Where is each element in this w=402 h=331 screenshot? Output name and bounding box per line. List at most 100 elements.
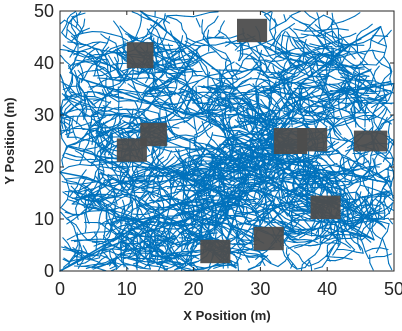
undefined <box>98 250 103 259</box>
undefined <box>279 213 286 219</box>
undefined <box>296 214 306 219</box>
undefined <box>201 210 205 219</box>
undefined <box>273 109 281 118</box>
undefined <box>331 54 337 60</box>
undefined <box>164 261 174 263</box>
undefined <box>332 47 342 52</box>
undefined <box>377 38 383 44</box>
undefined <box>150 146 154 155</box>
undefined <box>214 122 221 129</box>
undefined <box>382 82 385 90</box>
undefined <box>355 78 366 81</box>
undefined <box>263 208 270 215</box>
undefined <box>60 54 66 62</box>
undefined <box>120 211 123 219</box>
undefined <box>345 58 352 64</box>
undefined <box>74 76 78 83</box>
undefined <box>219 119 224 126</box>
undefined <box>153 105 161 110</box>
undefined <box>201 152 208 159</box>
undefined <box>240 106 246 113</box>
undefined <box>379 84 382 94</box>
undefined <box>84 204 92 206</box>
undefined <box>297 73 307 79</box>
undefined <box>263 120 272 126</box>
undefined <box>269 57 276 64</box>
undefined <box>234 94 245 98</box>
undefined <box>272 219 280 226</box>
undefined <box>168 231 171 239</box>
undefined <box>103 86 109 96</box>
undefined <box>192 80 200 88</box>
undefined <box>316 47 326 51</box>
undefined <box>348 15 356 20</box>
undefined <box>137 26 141 34</box>
undefined <box>236 136 244 140</box>
undefined <box>306 223 312 229</box>
undefined <box>182 117 190 119</box>
undefined <box>360 27 368 32</box>
undefined <box>353 42 364 46</box>
undefined <box>330 140 334 147</box>
undefined <box>330 108 342 114</box>
undefined <box>389 78 393 87</box>
undefined <box>298 254 303 262</box>
undefined <box>245 125 249 132</box>
undefined <box>122 48 128 57</box>
undefined <box>83 78 89 84</box>
undefined <box>373 114 375 123</box>
undefined <box>175 79 178 89</box>
undefined <box>324 38 328 48</box>
undefined <box>170 118 184 121</box>
undefined <box>361 194 372 198</box>
undefined <box>208 72 221 77</box>
undefined <box>154 218 162 223</box>
undefined <box>182 171 195 176</box>
undefined <box>139 10 148 16</box>
undefined <box>102 46 110 53</box>
undefined <box>130 238 139 244</box>
undefined <box>229 243 237 251</box>
undefined <box>373 106 382 114</box>
undefined <box>389 152 394 160</box>
undefined <box>350 161 356 169</box>
undefined <box>299 98 311 107</box>
undefined <box>205 125 214 132</box>
undefined <box>141 34 147 40</box>
undefined <box>62 258 70 263</box>
undefined <box>191 198 204 201</box>
undefined <box>246 106 249 114</box>
undefined <box>85 220 87 228</box>
undefined <box>220 88 232 90</box>
undefined <box>326 36 336 45</box>
undefined <box>212 147 220 152</box>
undefined <box>256 89 270 94</box>
undefined <box>267 92 271 101</box>
undefined <box>82 245 87 252</box>
undefined <box>319 73 330 76</box>
undefined <box>254 83 261 89</box>
undefined <box>211 210 214 218</box>
undefined <box>87 64 93 72</box>
undefined <box>239 83 250 88</box>
undefined <box>229 114 237 118</box>
undefined <box>364 47 371 55</box>
undefined <box>322 46 329 52</box>
undefined <box>290 54 299 58</box>
undefined <box>305 86 312 93</box>
undefined <box>283 178 288 187</box>
undefined <box>145 195 151 201</box>
undefined <box>98 91 108 96</box>
tree-trunk <box>59 171 88 179</box>
undefined <box>287 102 295 109</box>
undefined <box>338 108 343 118</box>
undefined <box>64 60 72 67</box>
undefined <box>305 105 316 108</box>
undefined <box>383 82 395 85</box>
undefined <box>278 109 281 118</box>
undefined <box>187 80 200 85</box>
undefined <box>153 224 162 228</box>
undefined <box>320 90 324 98</box>
undefined <box>275 98 281 105</box>
undefined <box>83 57 96 61</box>
